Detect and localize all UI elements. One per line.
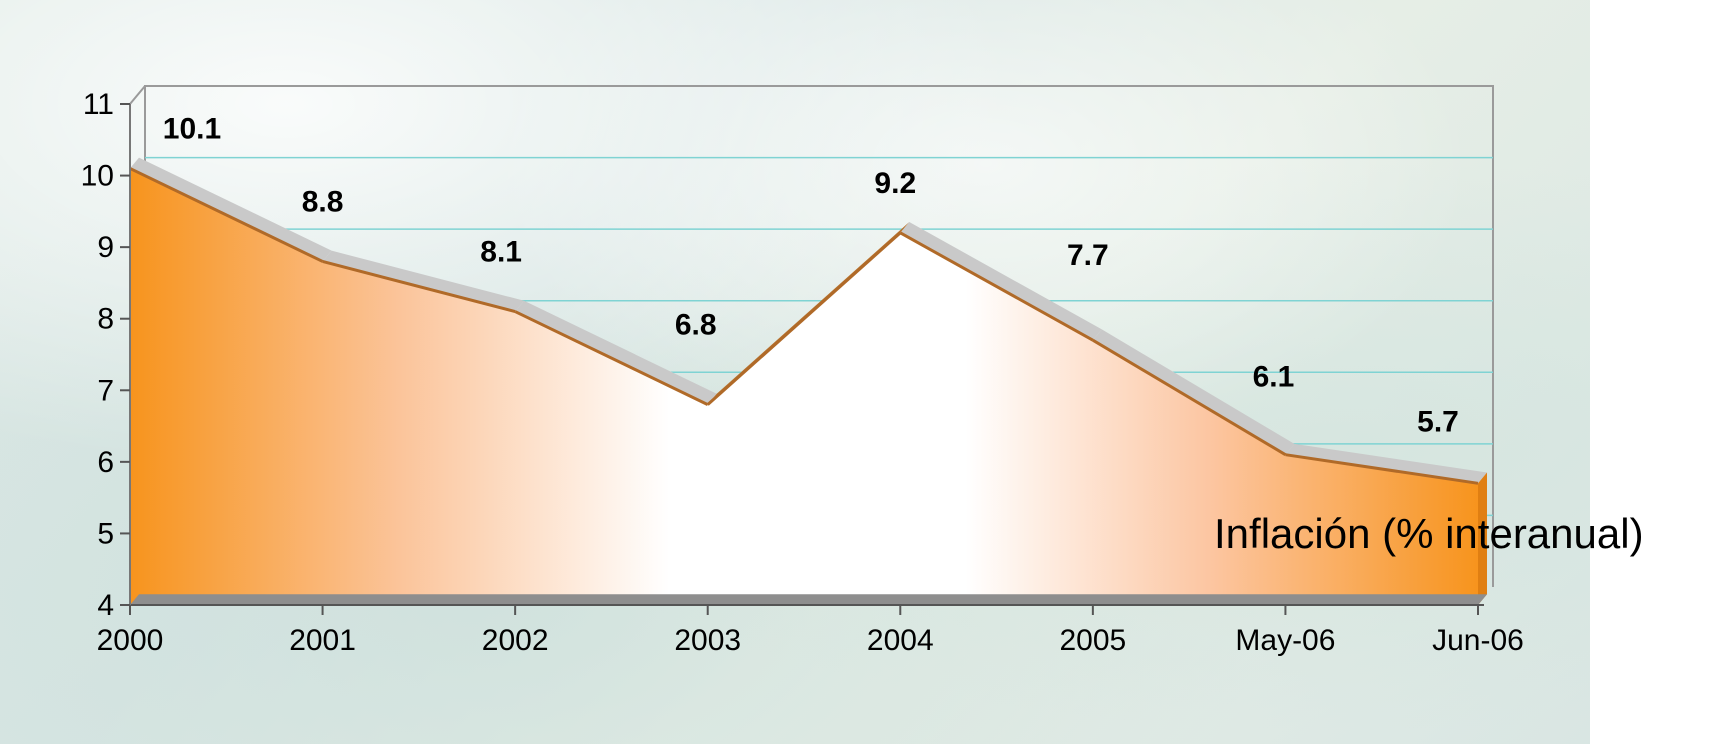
series-line-segment — [706, 231, 902, 406]
x-tick-label: May-06 — [1235, 624, 1335, 657]
x-tick-label: 2003 — [674, 624, 741, 657]
series-line-segment — [1285, 453, 1479, 485]
data-label: 8.8 — [302, 185, 344, 218]
x-tick-label: 2001 — [289, 624, 356, 657]
series-line-segment — [129, 167, 324, 263]
data-labels: 10.1 8.8 8.1 6.8 9.2 7.7 6.1 5.7 — [163, 112, 1459, 438]
data-label: 9.2 — [874, 167, 916, 200]
y-tick-label: 4 — [97, 589, 114, 622]
ridge-segment — [130, 157, 332, 262]
y-tick-label: 9 — [97, 231, 114, 264]
y-tick-label: 10 — [81, 160, 114, 193]
data-label: 5.7 — [1417, 405, 1459, 438]
data-label: 6.8 — [675, 309, 717, 342]
ridge-segment — [900, 222, 1102, 341]
y-tick-label: 11 — [83, 88, 114, 121]
y-tick-label: 5 — [97, 517, 114, 550]
axes — [129, 104, 1487, 606]
x-tick-label: 2005 — [1059, 624, 1126, 657]
y-axis-ticks: 4 5 6 7 8 9 10 11 — [81, 88, 130, 622]
ridge-segment — [322, 250, 525, 312]
series-line-segment — [322, 260, 516, 314]
ridge-segment — [1092, 329, 1295, 455]
floor-strip — [130, 594, 1487, 605]
top-edge-left — [129, 85, 146, 105]
data-label: 7.7 — [1067, 239, 1109, 272]
x-tick-label: 2002 — [482, 624, 549, 657]
data-label: 6.1 — [1253, 361, 1295, 394]
x-tick-label: Jun-06 — [1432, 624, 1524, 657]
y-tick-label: 6 — [97, 446, 114, 479]
x-axis-ticks: 2000 2001 2002 2003 2004 2005 May-06 Jun-06 — [97, 605, 1524, 657]
series-label: Inflación (% interanual) — [1214, 510, 1644, 557]
series-line-segment — [514, 310, 709, 406]
area-fill — [130, 168, 1478, 605]
series-line-segment — [899, 231, 1094, 342]
area-series — [129, 157, 1487, 605]
series-line-segment — [1092, 338, 1287, 456]
ridge-segment — [1285, 443, 1487, 484]
y-tick-label: 7 — [97, 374, 114, 407]
ridge-segment — [515, 300, 717, 405]
y-tick-label: 8 — [97, 303, 114, 336]
area-end-cap — [1478, 472, 1487, 605]
x-tick-label: 2000 — [97, 624, 164, 657]
x-tick-label: 2004 — [867, 624, 934, 657]
data-label: 8.1 — [480, 236, 522, 269]
data-label: 10.1 — [163, 112, 221, 145]
